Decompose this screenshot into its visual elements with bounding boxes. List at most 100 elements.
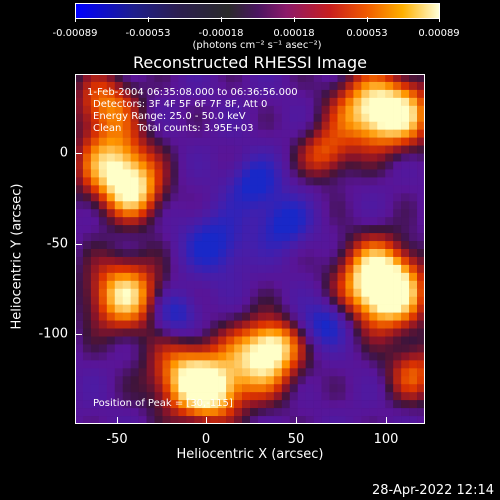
- heatmap-cell: [194, 288, 203, 298]
- heatmap-cell: [321, 193, 330, 202]
- heatmap-cell: [146, 344, 155, 353]
- heatmap-cell: [257, 368, 267, 377]
- heatmap-cell: [305, 241, 314, 250]
- heatmap-cell: [265, 368, 275, 377]
- heatmap-cell: [146, 74, 155, 83]
- heatmap-cell: [329, 264, 338, 274]
- heatmap-cell: [329, 161, 338, 170]
- heatmap-cell: [114, 113, 124, 123]
- heatmap-cell: [178, 264, 187, 274]
- heatmap-cell: [321, 360, 330, 369]
- heatmap-cell: [265, 161, 275, 170]
- heatmap-cell: [138, 113, 147, 123]
- heatmap-cell: [98, 105, 108, 115]
- heatmap-cell: [281, 296, 291, 305]
- x-tick-label: -50: [106, 432, 128, 447]
- heatmap-cell: [393, 360, 402, 369]
- heatmap-cell: [98, 81, 108, 91]
- heatmap-cell: [393, 97, 402, 107]
- heatmap-cell: [162, 113, 171, 123]
- heatmap-cell: [194, 217, 203, 226]
- heatmap-cell: [82, 312, 92, 321]
- heatmap-cell: [345, 384, 354, 393]
- heatmap-cell: [401, 89, 410, 99]
- heatmap-cell: [122, 328, 131, 337]
- heatmap-cell: [417, 153, 425, 162]
- heatmap-cell: [361, 249, 370, 258]
- heatmap-cell: [369, 241, 378, 250]
- heatmap-cell: [297, 312, 306, 321]
- heatmap-cell: [202, 376, 211, 385]
- heatmap-cell: [210, 105, 219, 115]
- heatmap-cell: [313, 400, 322, 409]
- heatmap-cell: [409, 185, 418, 194]
- heatmap-cell: [170, 384, 179, 393]
- heatmap-cell: [242, 161, 251, 170]
- heatmap-cell: [281, 161, 291, 170]
- heatmap-cell: [90, 384, 100, 393]
- heatmap-cell: [82, 368, 92, 377]
- heatmap-cell: [313, 376, 322, 385]
- heatmap-cell: [226, 416, 235, 424]
- heatmap-cell: [257, 113, 267, 123]
- heatmap-cell: [273, 280, 283, 290]
- heatmap-cell: [297, 249, 306, 258]
- heatmap-cell: [218, 201, 227, 210]
- heatmap-cell: [98, 113, 108, 123]
- heatmap-cell: [297, 272, 306, 282]
- heatmap-cell: [265, 408, 275, 417]
- heatmap-cell: [138, 336, 147, 345]
- heatmap-cell: [234, 169, 243, 178]
- heatmap-cell: [122, 153, 131, 162]
- heatmap-cell: [401, 217, 410, 226]
- heatmap-cell: [202, 256, 211, 266]
- heatmap-cell: [130, 344, 139, 353]
- heatmap-cell: [194, 328, 203, 337]
- heatmap-cell: [122, 392, 131, 401]
- heatmap-cell: [305, 288, 314, 298]
- heatmap-cell: [98, 89, 108, 99]
- heatmap-cell: [353, 97, 362, 107]
- heatmap-cell: [210, 185, 219, 194]
- heatmap-cell: [321, 249, 330, 258]
- heatmap-cell: [257, 177, 267, 186]
- heatmap-cell: [273, 376, 283, 385]
- heatmap-cell: [417, 185, 425, 194]
- heatmap-cell: [281, 272, 291, 282]
- heatmap-cell: [305, 272, 314, 282]
- heatmap-cell: [321, 241, 330, 250]
- heatmap-cell: [75, 193, 84, 202]
- heatmap-cell: [170, 296, 179, 305]
- heatmap-cell: [130, 320, 139, 329]
- heatmap-cell: [361, 320, 370, 329]
- heatmap-cell: [329, 209, 338, 218]
- heatmap-cell: [297, 368, 306, 377]
- heatmap-cell: [138, 360, 147, 369]
- heatmap-cell: [345, 121, 354, 130]
- heatmap-cell: [186, 97, 195, 107]
- heatmap-cell: [162, 384, 171, 393]
- heatmap-cell: [265, 384, 275, 393]
- heatmap-cell: [417, 320, 425, 329]
- heatmap-cell: [218, 376, 227, 385]
- heatmap-cell: [297, 296, 306, 305]
- heatmap-cell: [90, 113, 100, 123]
- heatmap-cell: [393, 264, 402, 274]
- heatmap-cell: [122, 376, 131, 385]
- heatmap-cell: [385, 384, 394, 393]
- heatmap-cell: [281, 233, 291, 242]
- heatmap-cell: [82, 304, 92, 313]
- heatmap-cell: [202, 312, 211, 321]
- y-tick-label: -100: [38, 326, 68, 342]
- heatmap-cell: [329, 225, 338, 234]
- heatmap-cell: [186, 193, 195, 202]
- heatmap-cell: [377, 137, 386, 146]
- heatmap-cell: [250, 256, 259, 266]
- heatmap-cell: [106, 272, 116, 282]
- heatmap-cell: [194, 241, 203, 250]
- heatmap-cell: [178, 193, 187, 202]
- heatmap-cell: [75, 145, 84, 154]
- heatmap-cell: [146, 280, 155, 290]
- heatmap-cell: [393, 384, 402, 393]
- heatmap-cell: [146, 129, 155, 138]
